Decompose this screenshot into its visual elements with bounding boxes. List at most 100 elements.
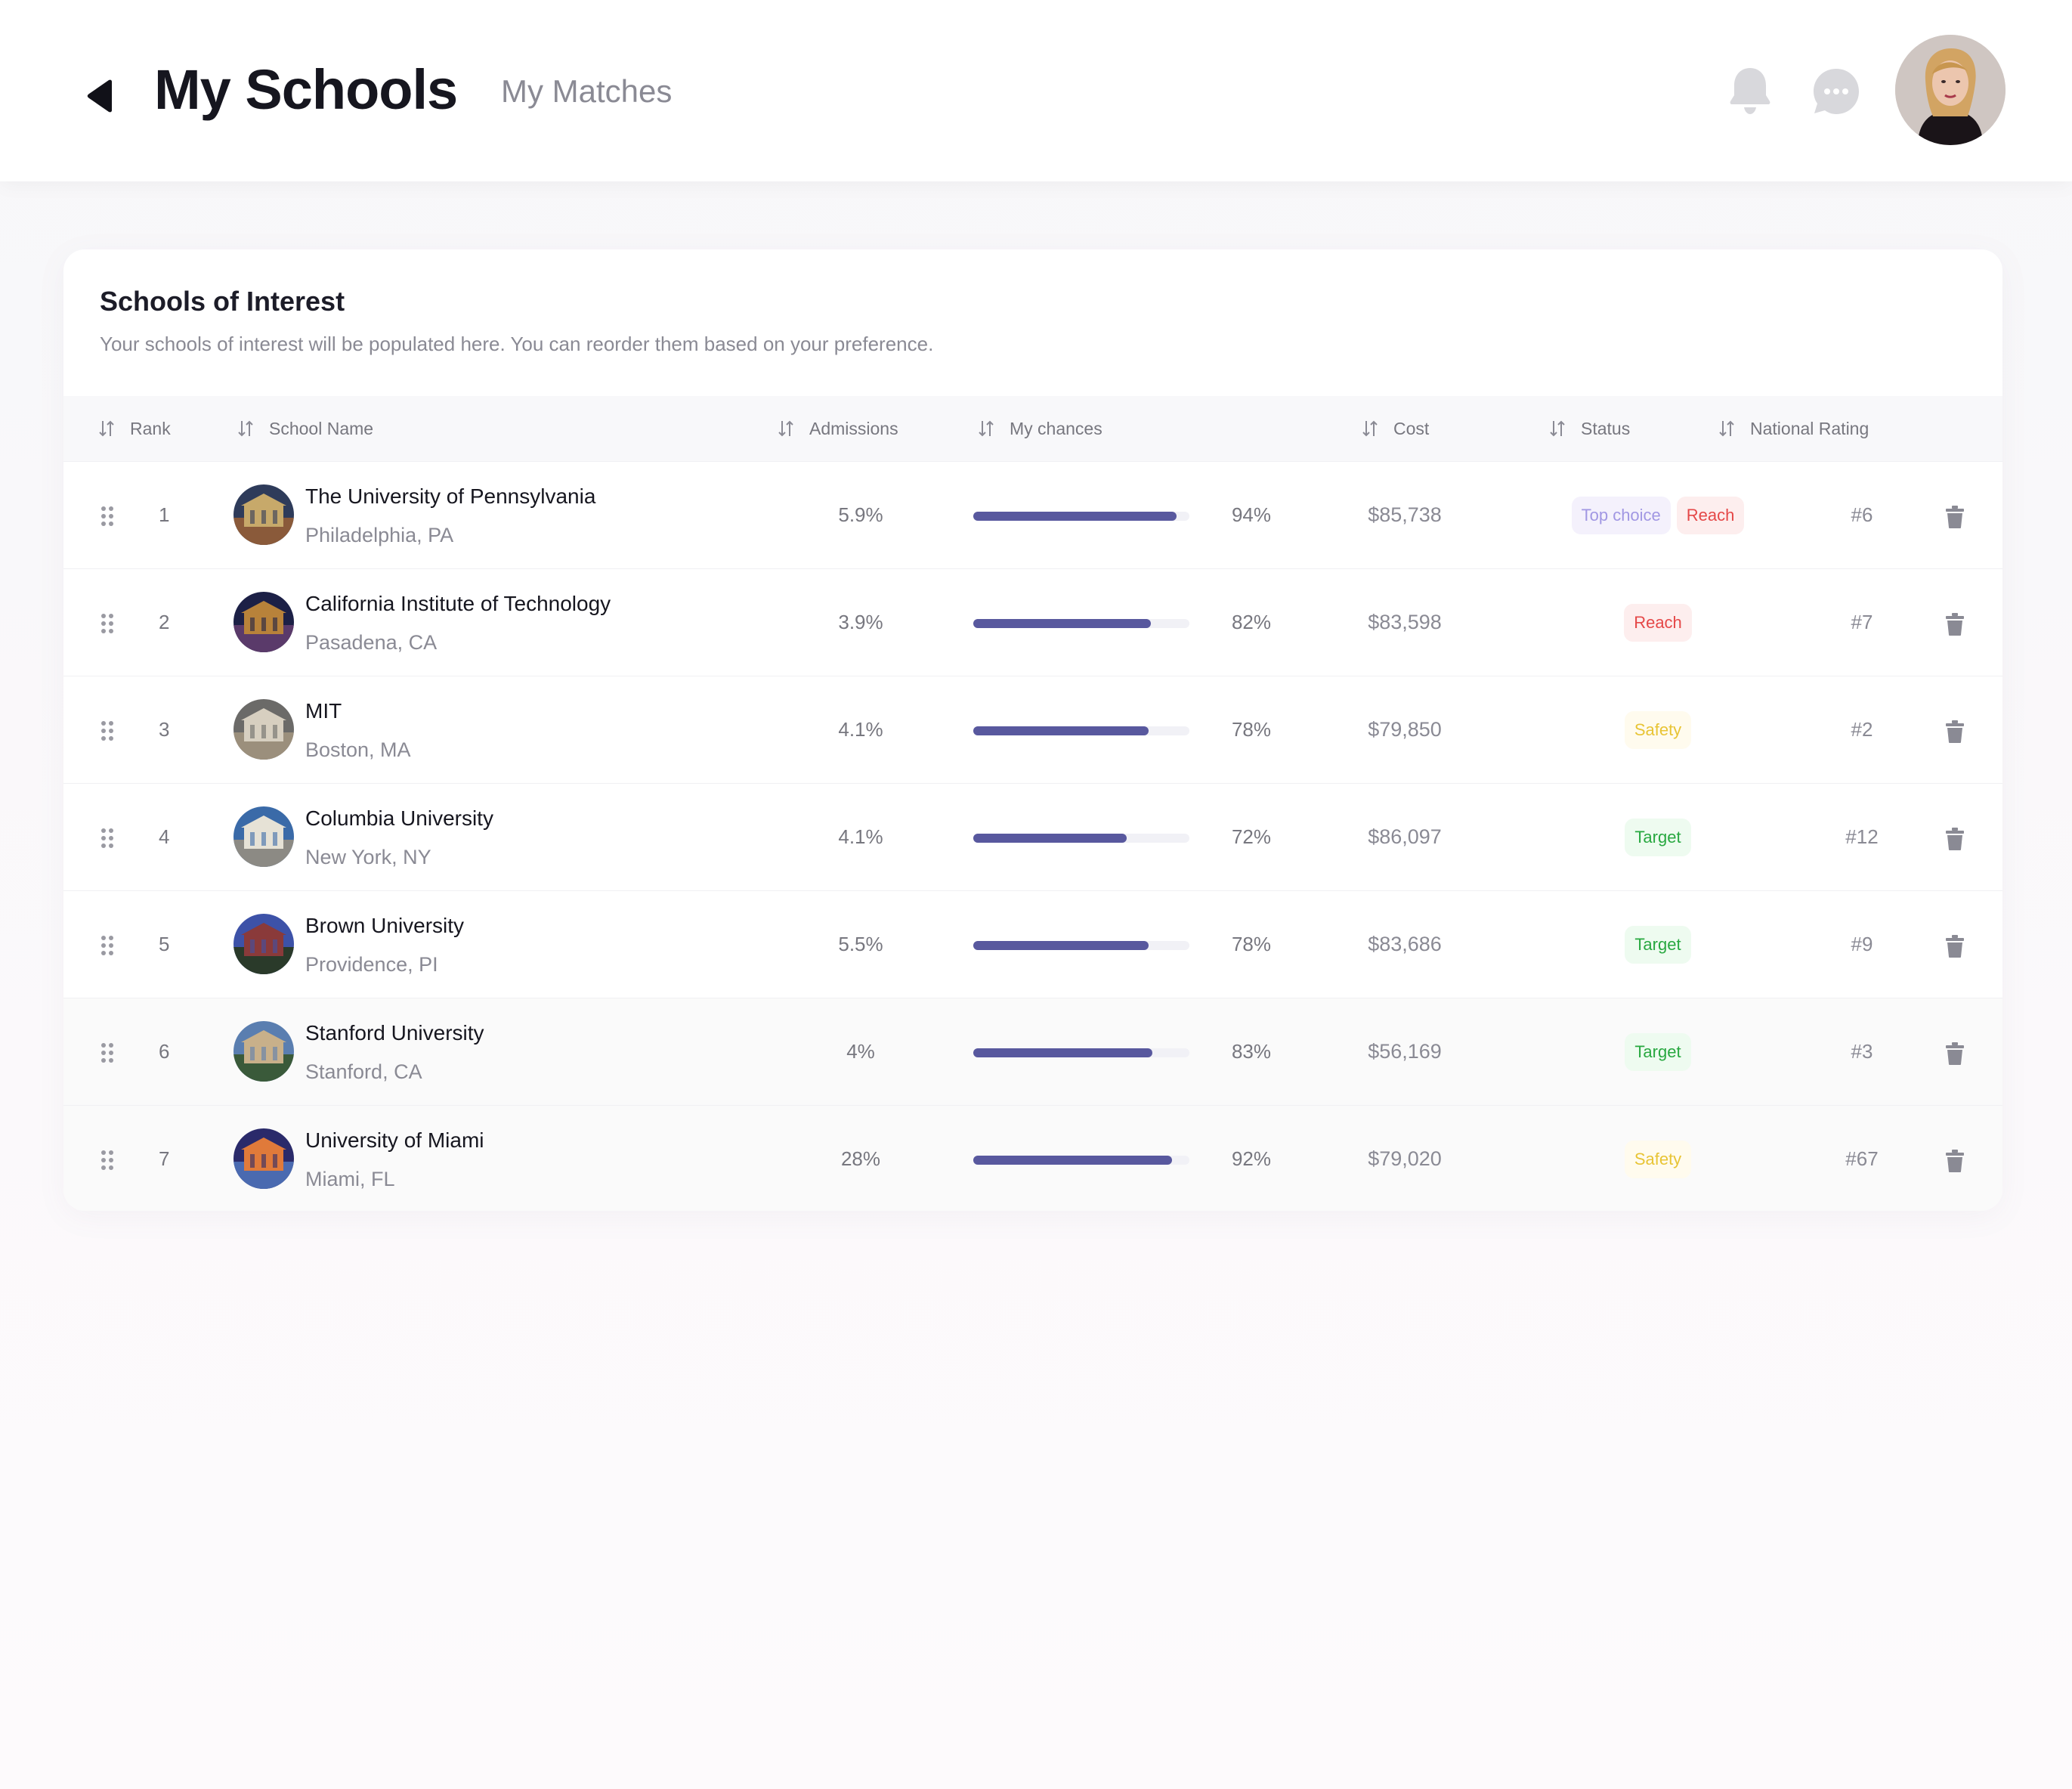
tab-my-matches[interactable]: My Matches bbox=[501, 73, 673, 109]
admissions-rate: 3.9% bbox=[838, 611, 883, 633]
drag-handle-icon[interactable] bbox=[100, 612, 115, 635]
sort-icon bbox=[1719, 420, 1734, 437]
table-row[interactable]: 1 The University of Pennsylvania Philade… bbox=[63, 461, 2002, 568]
rank-value: 7 bbox=[159, 1147, 170, 1170]
school-thumbnail bbox=[233, 806, 294, 867]
chances-progress-fill bbox=[973, 619, 1151, 628]
bell-icon[interactable] bbox=[1727, 65, 1773, 115]
status-badge-safety[interactable]: Safety bbox=[1624, 711, 1692, 749]
school-location: Providence, PI bbox=[305, 953, 438, 976]
column-label: Status bbox=[1581, 418, 1631, 438]
status-badge-target[interactable]: Target bbox=[1625, 819, 1691, 856]
chances-progress-fill bbox=[973, 1048, 1153, 1057]
school-location: Boston, MA bbox=[305, 738, 411, 761]
trash-icon[interactable] bbox=[1945, 506, 1965, 528]
status-badges: Target bbox=[1484, 926, 1832, 965]
trash-icon[interactable] bbox=[1945, 1150, 1965, 1172]
column-header-my-chances[interactable]: My chances bbox=[976, 396, 1102, 461]
chances-progress-fill bbox=[973, 941, 1149, 950]
cost-value: $83,598 bbox=[1368, 611, 1442, 633]
chances-value: 94% bbox=[1231, 503, 1272, 526]
national-rating-value: #2 bbox=[1851, 718, 1873, 741]
column-label: My chances bbox=[1010, 418, 1102, 438]
cost-value: $83,686 bbox=[1368, 933, 1442, 955]
school-location: Miami, FL bbox=[305, 1168, 395, 1190]
table-row[interactable]: 4 Columbia University New York, NY 4.1% … bbox=[63, 783, 2002, 890]
column-header-national-rating[interactable]: National Rating bbox=[1717, 396, 1869, 461]
avatar[interactable] bbox=[1895, 35, 2006, 145]
rank-value: 6 bbox=[159, 1040, 170, 1063]
drag-handle-icon[interactable] bbox=[100, 1042, 115, 1064]
cost-value: $85,738 bbox=[1368, 503, 1442, 526]
table-row[interactable]: 6 Stanford University Stanford, CA 4% 83… bbox=[63, 998, 2002, 1105]
trash-icon[interactable] bbox=[1945, 613, 1965, 636]
chat-bubble-icon[interactable] bbox=[1812, 67, 1860, 116]
schools-of-interest-card: Schools of Interest Your schools of inte… bbox=[63, 249, 2002, 1211]
trash-icon[interactable] bbox=[1945, 828, 1965, 850]
table-row[interactable]: 3 MIT Boston, MA 4.1% 78% $79,850 Safety… bbox=[63, 676, 2002, 783]
status-badges: Safety bbox=[1484, 711, 1832, 751]
drag-handle-icon[interactable] bbox=[100, 720, 115, 742]
cost-value: $86,097 bbox=[1368, 825, 1442, 848]
school-name[interactable]: Columbia University bbox=[305, 806, 493, 830]
school-thumbnail bbox=[233, 592, 294, 652]
column-header-rank[interactable]: Rank bbox=[97, 396, 171, 461]
school-location: Philadelphia, PA bbox=[305, 524, 454, 546]
cost-value: $56,169 bbox=[1368, 1040, 1442, 1063]
rank-value: 1 bbox=[159, 503, 170, 526]
school-name[interactable]: MIT bbox=[305, 699, 342, 723]
rank-value: 5 bbox=[159, 933, 170, 955]
column-label: Rank bbox=[130, 418, 171, 438]
column-header-cost[interactable]: Cost bbox=[1360, 396, 1429, 461]
drag-handle-icon[interactable] bbox=[100, 505, 115, 528]
column-header-status[interactable]: Status bbox=[1548, 396, 1630, 461]
column-header-admissions[interactable]: Admissions bbox=[776, 396, 898, 461]
chances-progress-fill bbox=[973, 726, 1149, 735]
drag-handle-icon[interactable] bbox=[100, 827, 115, 850]
status-badges: Top choice Reach bbox=[1484, 497, 1832, 536]
back-arrow-icon[interactable] bbox=[85, 79, 116, 113]
status-badge-reach[interactable]: Reach bbox=[1676, 497, 1745, 534]
table-row[interactable]: 5 Brown University Providence, PI 5.5% 7… bbox=[63, 890, 2002, 998]
drag-handle-icon[interactable] bbox=[100, 934, 115, 957]
status-badge-top-choice[interactable]: Top choice bbox=[1571, 497, 1671, 534]
school-location: Pasadena, CA bbox=[305, 631, 438, 654]
chances-progress-bar bbox=[973, 941, 1189, 950]
page-title: My Schools bbox=[154, 58, 458, 121]
national-rating-value: #9 bbox=[1851, 933, 1873, 955]
chances-progress-bar bbox=[973, 834, 1189, 843]
cost-value: $79,850 bbox=[1368, 718, 1442, 741]
chances-progress-bar bbox=[973, 512, 1189, 521]
table-row[interactable]: 2 California Institute of Technology Pas… bbox=[63, 568, 2002, 676]
trash-icon[interactable] bbox=[1945, 1042, 1965, 1065]
trash-icon[interactable] bbox=[1945, 720, 1965, 743]
sort-icon bbox=[1550, 420, 1565, 437]
card-title: Schools of Interest bbox=[100, 286, 345, 317]
sort-icon bbox=[979, 420, 994, 437]
national-rating-value: #67 bbox=[1845, 1147, 1879, 1170]
cost-value: $79,020 bbox=[1368, 1147, 1442, 1170]
status-badges: Target bbox=[1484, 819, 1832, 858]
chances-progress-fill bbox=[973, 834, 1127, 843]
sort-icon bbox=[1362, 420, 1378, 437]
trash-icon[interactable] bbox=[1945, 935, 1965, 958]
status-badge-safety[interactable]: Safety bbox=[1624, 1141, 1692, 1178]
school-name[interactable]: University of Miami bbox=[305, 1128, 484, 1152]
school-name[interactable]: The University of Pennsylvania bbox=[305, 484, 596, 508]
chances-progress-bar bbox=[973, 726, 1189, 735]
school-name[interactable]: Stanford University bbox=[305, 1021, 484, 1045]
school-name[interactable]: California Institute of Technology bbox=[305, 592, 611, 615]
chances-progress-bar bbox=[973, 619, 1189, 628]
status-badge-target[interactable]: Target bbox=[1625, 926, 1691, 964]
chances-value: 82% bbox=[1231, 611, 1272, 633]
status-badge-target[interactable]: Target bbox=[1625, 1033, 1691, 1071]
column-header-school-name[interactable]: School Name bbox=[236, 396, 373, 461]
admissions-rate: 4.1% bbox=[838, 718, 883, 741]
sort-icon bbox=[238, 420, 253, 437]
school-name[interactable]: Brown University bbox=[305, 914, 465, 937]
chances-progress-fill bbox=[973, 512, 1177, 521]
table-row[interactable]: 7 University of Miami Miami, FL 28% 92% … bbox=[63, 1105, 2002, 1211]
school-location: Stanford, CA bbox=[305, 1060, 422, 1083]
status-badge-reach[interactable]: Reach bbox=[1624, 604, 1692, 642]
drag-handle-icon[interactable] bbox=[100, 1149, 115, 1172]
